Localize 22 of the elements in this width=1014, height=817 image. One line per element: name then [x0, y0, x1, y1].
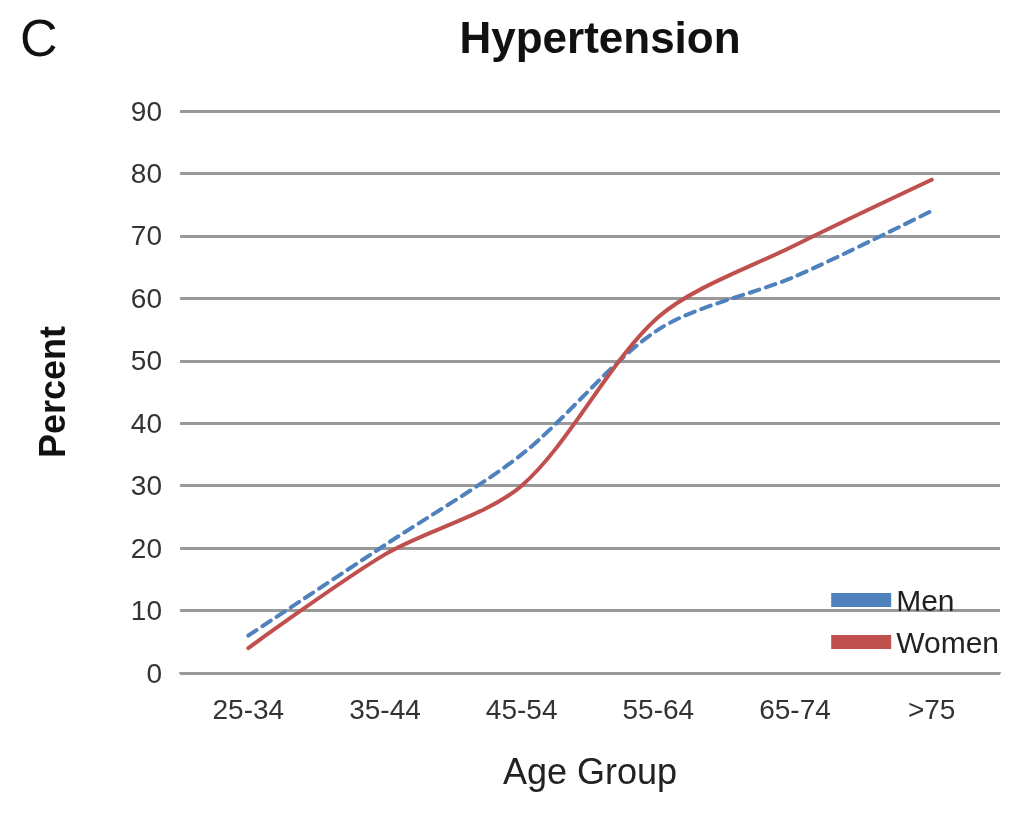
- chart-title: Hypertension: [459, 12, 741, 62]
- x-tick-label: 65-74: [759, 693, 831, 725]
- y-tick-label: 0: [146, 657, 162, 689]
- x-tick-label: 35-44: [349, 693, 421, 725]
- x-axis-title: Age Group: [502, 750, 678, 792]
- text: C: [20, 9, 58, 67]
- legend-label: Men: [896, 583, 955, 617]
- y-tick-label: 90: [130, 95, 162, 127]
- y-axis-title: Percent: [31, 325, 73, 459]
- y-tick-label: 70: [130, 220, 162, 252]
- x-tick-label: 45-54: [485, 693, 558, 725]
- y-tick-label: 50: [130, 345, 162, 377]
- legend-label: Women: [896, 625, 1000, 659]
- x-tick-label: 25-34: [212, 693, 285, 725]
- y-tick-label: 20: [130, 532, 162, 564]
- x-tick-label: 55-64: [622, 693, 695, 725]
- y-tick-label: 30: [130, 470, 162, 502]
- y-tick-label: 40: [130, 407, 162, 439]
- y-tick-label: 80: [130, 157, 162, 189]
- x-tick-label: >75: [907, 693, 956, 725]
- y-tick-label: 60: [130, 282, 162, 314]
- y-tick-label: 10: [130, 595, 162, 627]
